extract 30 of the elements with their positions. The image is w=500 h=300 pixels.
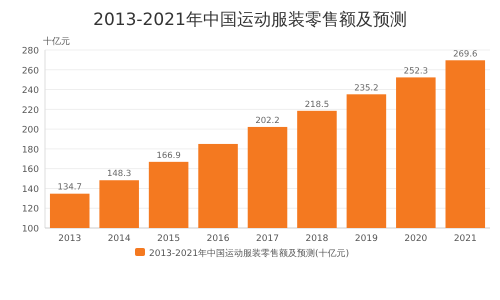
x-tick-label: 2013 — [58, 234, 82, 244]
x-tick-label: 2014 — [108, 234, 131, 244]
data-label: 134.7 — [58, 182, 82, 193]
data-label: 252.3 — [404, 66, 428, 76]
y-tick-label: 120 — [22, 204, 40, 215]
x-tick-label: 2017 — [256, 234, 279, 244]
y-tick-label: 240 — [22, 86, 40, 96]
y-tick-label: 100 — [22, 224, 40, 234]
y-tick-label: 200 — [22, 126, 40, 136]
y-axis-title: 十亿元 — [43, 36, 70, 47]
y-tick-label: 220 — [22, 106, 40, 116]
chart-title: 2013-2021年中国运动服装零售额及预测 — [93, 10, 407, 30]
data-label: 202.2 — [255, 116, 280, 126]
y-tick-label: 160 — [22, 165, 40, 176]
x-tick-label: 2016 — [206, 234, 230, 244]
legend-label: 2013-2021年中国运动服装零售额及预测(十亿元) — [149, 248, 350, 259]
x-tick-label: 2020 — [404, 234, 428, 244]
data-label: 166.9 — [156, 150, 181, 161]
x-tick-label: 2019 — [354, 234, 378, 244]
x-tick-label: 2018 — [305, 234, 329, 244]
data-label: 269.6 — [453, 49, 478, 60]
data-label: 235.2 — [354, 83, 379, 94]
x-tick-label: 2015 — [157, 234, 180, 244]
y-tick-label: 180 — [22, 145, 40, 156]
y-tick-label: 140 — [22, 184, 40, 195]
data-label: 148.3 — [106, 169, 132, 180]
x-tick-label: 2021 — [454, 234, 477, 244]
data-label: 218.5 — [304, 100, 330, 110]
y-tick-label: 280 — [22, 46, 40, 56]
y-tick-label: 260 — [22, 66, 40, 76]
